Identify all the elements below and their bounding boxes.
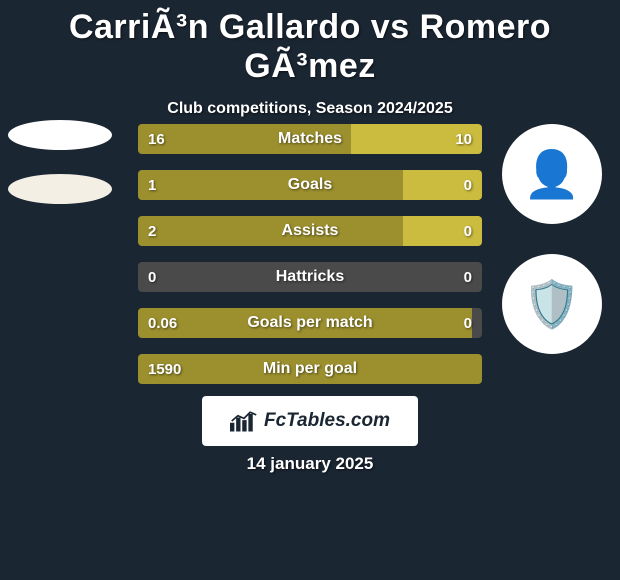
stat-row: 0.060Goals per match	[138, 308, 482, 338]
subtitle: Club competitions, Season 2024/2025	[0, 100, 620, 118]
stat-row: 20Assists	[138, 216, 482, 246]
shield-icon: 🛡️	[523, 277, 580, 332]
stat-label: Min per goal	[138, 354, 482, 384]
logo-text: FcTables.com	[264, 410, 390, 432]
player2-club-crest-icon: 🛡️	[502, 254, 602, 354]
player1-avatar-icon	[8, 120, 112, 150]
fctables-logo: FcTables.com	[202, 396, 418, 446]
chart-icon	[230, 409, 258, 433]
player2-avatar-icon: 👤	[502, 124, 602, 224]
stat-label: Goals	[138, 170, 482, 200]
stat-row: 10Goals	[138, 170, 482, 200]
stat-row: 1590Min per goal	[138, 354, 482, 384]
person-icon: 👤	[523, 147, 580, 202]
stat-label: Matches	[138, 124, 482, 154]
stat-label: Goals per match	[138, 308, 482, 338]
date-label: 14 january 2025	[0, 454, 620, 474]
player1-club-icon	[8, 174, 112, 204]
stat-row: 1610Matches	[138, 124, 482, 154]
stat-label: Assists	[138, 216, 482, 246]
comparison-bars: 1610Matches 10Goals 20Assists 00Hattricks 0.…	[138, 124, 482, 400]
page-title: CarriÃ³n Gallardo vs Romero GÃ³mez	[0, 0, 620, 86]
left-player-avatars	[8, 120, 118, 228]
stat-label: Hattricks	[138, 262, 482, 292]
right-player-avatars: 👤 🛡️	[502, 124, 602, 384]
stat-row: 00Hattricks	[138, 262, 482, 292]
